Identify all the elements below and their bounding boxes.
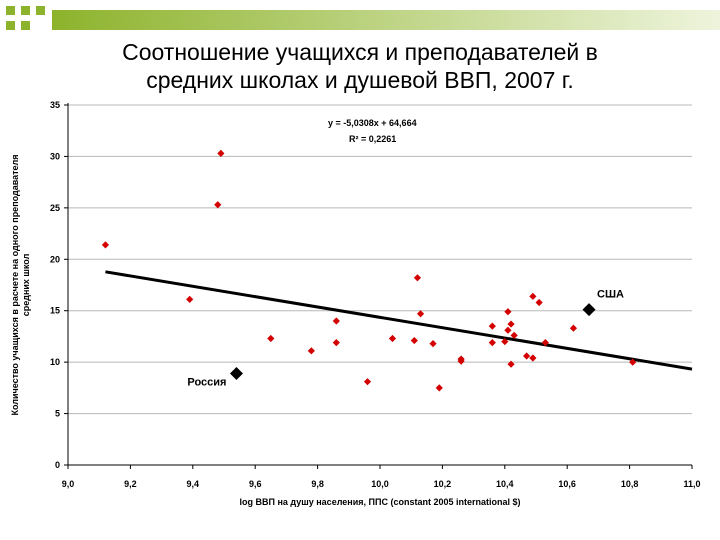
data-point [332, 317, 340, 325]
x-tick-label: 9,0 [62, 479, 75, 489]
y-tick-label: 5 [55, 409, 60, 419]
y-tick-labels: 0 5 10 15 20 25 30 35 [50, 100, 60, 470]
x-tick-label: 10,4 [496, 479, 514, 489]
data-point [267, 334, 275, 343]
decor-square [6, 21, 15, 30]
data-points [101, 149, 637, 392]
data-point [541, 339, 549, 347]
trend-equation: y = -5,0308x + 64,664 [328, 118, 417, 128]
x-tick-label: 10,2 [434, 479, 452, 489]
data-point [529, 354, 537, 362]
y-tick-label: 0 [55, 460, 60, 470]
axes [67, 103, 692, 466]
y-tick-label: 10 [50, 357, 60, 367]
x-tick-labels: 9,0 9,2 9,4 9,6 9,8 10,0 10,2 10,4 10,6 10,8 11,0 [62, 479, 701, 489]
header-band [52, 10, 720, 30]
data-point [507, 360, 515, 368]
data-point [332, 339, 340, 347]
data-point [507, 320, 515, 328]
x-tick-label: 9,8 [311, 479, 324, 489]
y-axis-label-line-2: средних школ [21, 253, 31, 316]
data-point [101, 241, 110, 249]
title-line-1: Соотношение учащихся и преподавателей в [122, 39, 598, 65]
data-point [388, 334, 397, 343]
highlighted-point-label: Россия [187, 376, 226, 388]
data-point [510, 331, 518, 339]
title-line-2: средних школах и душевой ВВП, 2007 г. [146, 67, 574, 93]
data-point [488, 322, 496, 330]
data-point [410, 336, 418, 345]
x-tick-label: 10,6 [558, 479, 576, 489]
x-tick-label: 9,2 [124, 479, 137, 489]
decor-square [6, 6, 15, 15]
data-point [457, 355, 465, 363]
data-point [504, 308, 512, 316]
data-point [363, 378, 372, 386]
data-point [569, 324, 578, 332]
data-point [217, 149, 225, 157]
y-tick-label: 25 [50, 203, 60, 213]
highlighted-point-label: США [597, 289, 624, 301]
y-axis-label: Количество учащихся в расчете на одного … [10, 154, 31, 415]
trend-line [105, 270, 693, 371]
decor-square [21, 6, 30, 15]
data-point [529, 292, 537, 300]
highlighted-point [582, 303, 596, 317]
data-point [523, 352, 531, 360]
data-point [186, 295, 194, 303]
trend-r-squared: R² = 0,2261 [349, 134, 396, 144]
y-tick-label: 20 [50, 254, 60, 264]
y-tick-label: 35 [50, 100, 60, 110]
y-axis-label-line-1: Количество учащихся в расчете на одного … [10, 154, 20, 415]
x-tick-label: 9,6 [249, 479, 262, 489]
y-tick-label: 15 [50, 306, 60, 316]
data-point [413, 274, 422, 282]
y-tick-label: 30 [50, 151, 60, 161]
decor-square [21, 21, 30, 30]
corner-decoration [6, 6, 720, 30]
data-point [488, 339, 496, 347]
slide-title: Соотношение учащихся и преподавателей в … [30, 38, 690, 94]
data-point [504, 326, 512, 334]
plot-area [68, 103, 692, 465]
x-tick-label: 9,4 [187, 479, 200, 489]
data-point [535, 298, 543, 307]
x-axis-label: log ВВП на душу населения, ППС (constant… [240, 497, 521, 507]
highlighted-points: США Россия [187, 289, 624, 389]
decor-square [36, 6, 45, 15]
x-tick-label: 10,0 [371, 479, 389, 489]
highlighted-point [229, 366, 243, 380]
x-tick-label: 11,0 [683, 479, 700, 489]
data-point [214, 201, 222, 209]
data-point [307, 347, 315, 355]
data-point [416, 310, 425, 318]
data-point [501, 337, 509, 346]
data-point [435, 384, 443, 392]
data-point [629, 358, 637, 366]
x-tick-label: 10,8 [621, 479, 639, 489]
data-point [429, 340, 437, 348]
